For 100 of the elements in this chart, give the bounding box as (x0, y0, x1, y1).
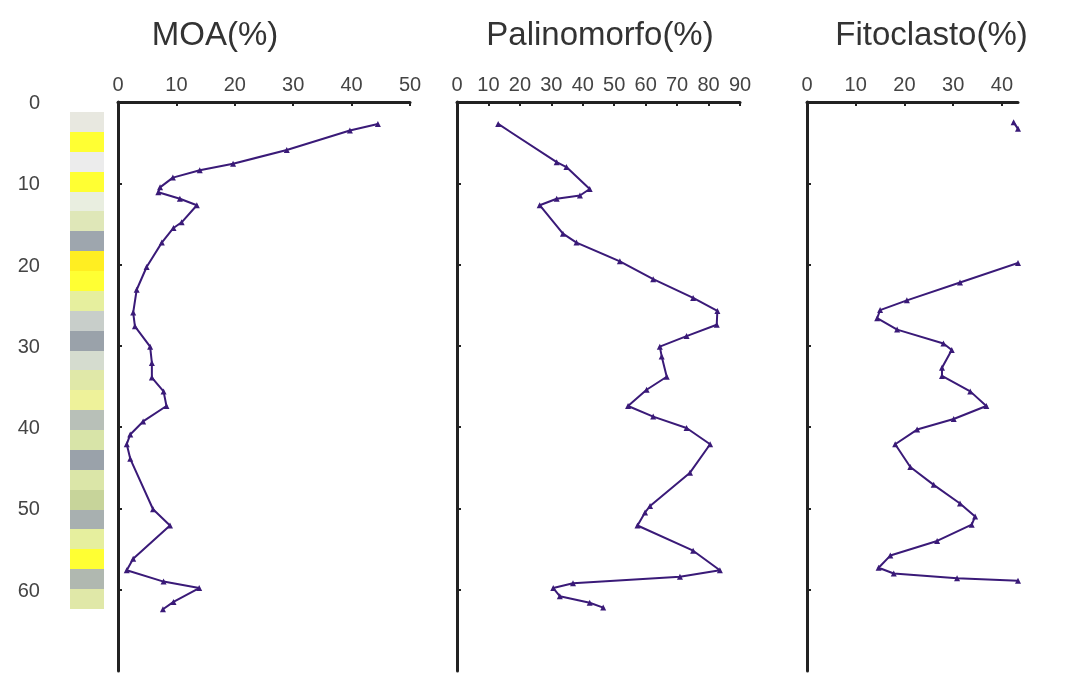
point (148, 374, 155, 381)
x-tick-label: 20 (508, 73, 532, 95)
point (687, 469, 693, 476)
point (147, 343, 154, 350)
x-tick-label: 50 (398, 73, 422, 95)
point (1015, 577, 1021, 584)
chart-title: Fitoclasto(%) (835, 15, 1028, 52)
point (714, 307, 721, 314)
x-tick-label: 20 (223, 73, 246, 95)
x-tick-label: 90 (728, 73, 752, 95)
point (570, 580, 577, 587)
point (983, 403, 990, 410)
point (196, 585, 203, 592)
x-tick-label: 0 (451, 73, 463, 95)
point (170, 598, 177, 605)
x-tick-label: 0 (112, 73, 124, 95)
chart-title: MOA(%) (151, 15, 279, 52)
point (930, 481, 937, 488)
point (160, 388, 167, 395)
y-tick-label: 40 (17, 416, 40, 439)
x-tick-label: 60 (634, 73, 657, 95)
point (968, 521, 975, 528)
point (586, 599, 593, 606)
point (1015, 259, 1021, 266)
point (573, 239, 580, 246)
point (643, 386, 650, 393)
point (683, 333, 690, 340)
point (950, 416, 957, 423)
x-tick-label: 20 (893, 73, 916, 95)
point (948, 346, 955, 353)
x-tick-label: 10 (844, 73, 867, 95)
point (894, 326, 901, 333)
x-tick-label: 40 (571, 73, 594, 95)
point (495, 120, 502, 127)
point (1015, 125, 1021, 132)
point (158, 239, 165, 246)
y-tick-label: 10 (17, 172, 40, 195)
x-tick-label: 50 (603, 73, 626, 95)
point (559, 230, 566, 237)
point (133, 286, 140, 293)
point (690, 547, 697, 554)
point (877, 307, 884, 314)
point (713, 321, 720, 328)
point (600, 604, 607, 611)
point (716, 567, 723, 574)
point (907, 463, 914, 470)
point (957, 279, 964, 286)
point (163, 403, 170, 410)
point (957, 500, 964, 507)
point (683, 424, 690, 431)
point (150, 506, 157, 513)
x-tick-label: 10 (165, 73, 188, 95)
x-tick-label: 80 (697, 73, 720, 95)
point (159, 606, 166, 613)
x-tick-label: 30 (282, 73, 305, 95)
point (230, 160, 237, 167)
point (374, 120, 381, 127)
point (676, 573, 683, 580)
point (553, 159, 560, 166)
point (647, 502, 654, 509)
point (934, 537, 941, 544)
y-tick-label: 0 (28, 91, 40, 113)
x-tick-label: 70 (665, 73, 689, 95)
y-tick-label: 60 (17, 578, 40, 601)
point (130, 309, 137, 316)
point (650, 413, 657, 420)
point (563, 164, 570, 171)
point (283, 146, 290, 153)
chart-title: Palinomorfo(%) (486, 15, 714, 52)
x-tick-label: 0 (801, 73, 813, 95)
point (887, 552, 894, 559)
point (625, 403, 632, 410)
point (160, 578, 167, 585)
point (169, 174, 176, 181)
point (131, 323, 138, 330)
y-tick-label: 30 (17, 334, 40, 357)
x-tick-label: 40 (990, 73, 1014, 95)
point (553, 195, 560, 202)
point (148, 359, 155, 366)
point (130, 555, 137, 562)
y-tick-label: 50 (17, 497, 40, 520)
point (170, 224, 177, 231)
point (954, 575, 961, 582)
point (972, 513, 979, 520)
point (127, 455, 134, 462)
x-tick-label: 40 (340, 73, 363, 95)
point (875, 564, 882, 571)
point (663, 373, 670, 380)
point (938, 364, 945, 371)
point (656, 343, 663, 350)
point (586, 185, 593, 192)
point (176, 195, 183, 202)
x-tick-label: 30 (540, 73, 563, 95)
y-tick-label: 20 (17, 253, 40, 276)
point (690, 294, 697, 301)
point (914, 426, 921, 433)
x-tick-label: 30 (942, 73, 965, 95)
x-tick-label: 10 (477, 73, 500, 95)
point (143, 264, 150, 271)
point (157, 184, 164, 191)
